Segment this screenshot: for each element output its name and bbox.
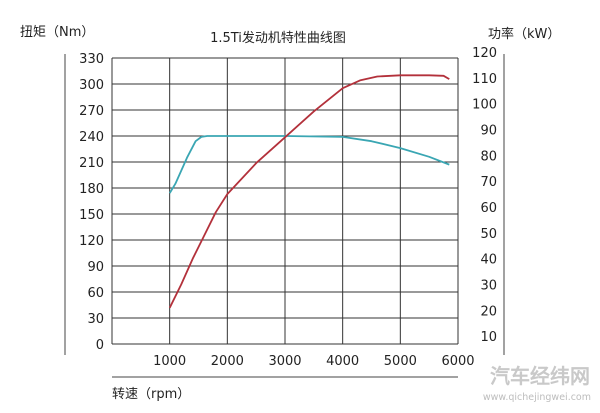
grid <box>111 57 459 345</box>
y-left-tick-label: 240 <box>79 130 104 145</box>
watermark-url: www.qichejingwei.com <box>483 392 591 403</box>
y-right-tick-label: 110 <box>472 72 497 87</box>
y-right-tick-label: 70 <box>480 175 497 190</box>
y-right-tick-label: 50 <box>480 227 497 242</box>
y-right-axis-label: 功率（kW） <box>488 26 560 42</box>
tick-labels: 0 30 60 90 120 150 180 210 240 270 300 330 1000 2000 3… <box>79 46 497 369</box>
y-left-tick-label: 150 <box>79 208 104 223</box>
y-right-tick-label: 10 <box>480 330 497 345</box>
y-left-tick-label: 120 <box>79 234 104 249</box>
x-tick-label: 5000 <box>384 354 417 369</box>
chart-title: 1.5Ti发动机特性曲线图 <box>210 30 346 46</box>
y-left-tick-label: 210 <box>79 156 104 171</box>
power-line <box>168 74 450 309</box>
series-lines <box>168 74 450 309</box>
y-right-tick-label: 80 <box>480 149 497 164</box>
x-axis-label: 转速（rpm） <box>112 387 190 402</box>
x-tick-label: 3000 <box>268 354 301 369</box>
y-right-tick-label: 20 <box>480 304 497 319</box>
x-tick-label: 4000 <box>326 354 359 369</box>
y-left-tick-label: 330 <box>79 52 104 67</box>
y-left-tick-label: 30 <box>87 312 104 327</box>
y-right-tick-label: 30 <box>480 279 497 294</box>
y-right-tick-label: 40 <box>480 253 497 268</box>
watermark-logo: 汽车经纬网 <box>490 364 590 388</box>
y-right-tick-label: 100 <box>472 98 497 113</box>
x-tick-label: 2000 <box>211 354 244 369</box>
torque-line <box>168 135 450 194</box>
y-left-tick-label: 180 <box>79 182 104 197</box>
y-left-tick-label: 60 <box>87 286 104 301</box>
x-tick-label: 1000 <box>153 354 186 369</box>
y-right-tick-label: 120 <box>472 46 497 61</box>
y-right-tick-label: 90 <box>480 124 497 139</box>
y-left-tick-label: 300 <box>79 78 104 93</box>
y-left-tick-label: 270 <box>79 104 104 119</box>
y-right-tick-label: 60 <box>480 201 497 216</box>
y-left-tick-label: 0 <box>96 338 104 353</box>
x-tick-label: 6000 <box>441 354 474 369</box>
y-left-axis-label: 扭矩（Nm） <box>20 25 94 40</box>
y-left-tick-label: 90 <box>87 260 104 275</box>
